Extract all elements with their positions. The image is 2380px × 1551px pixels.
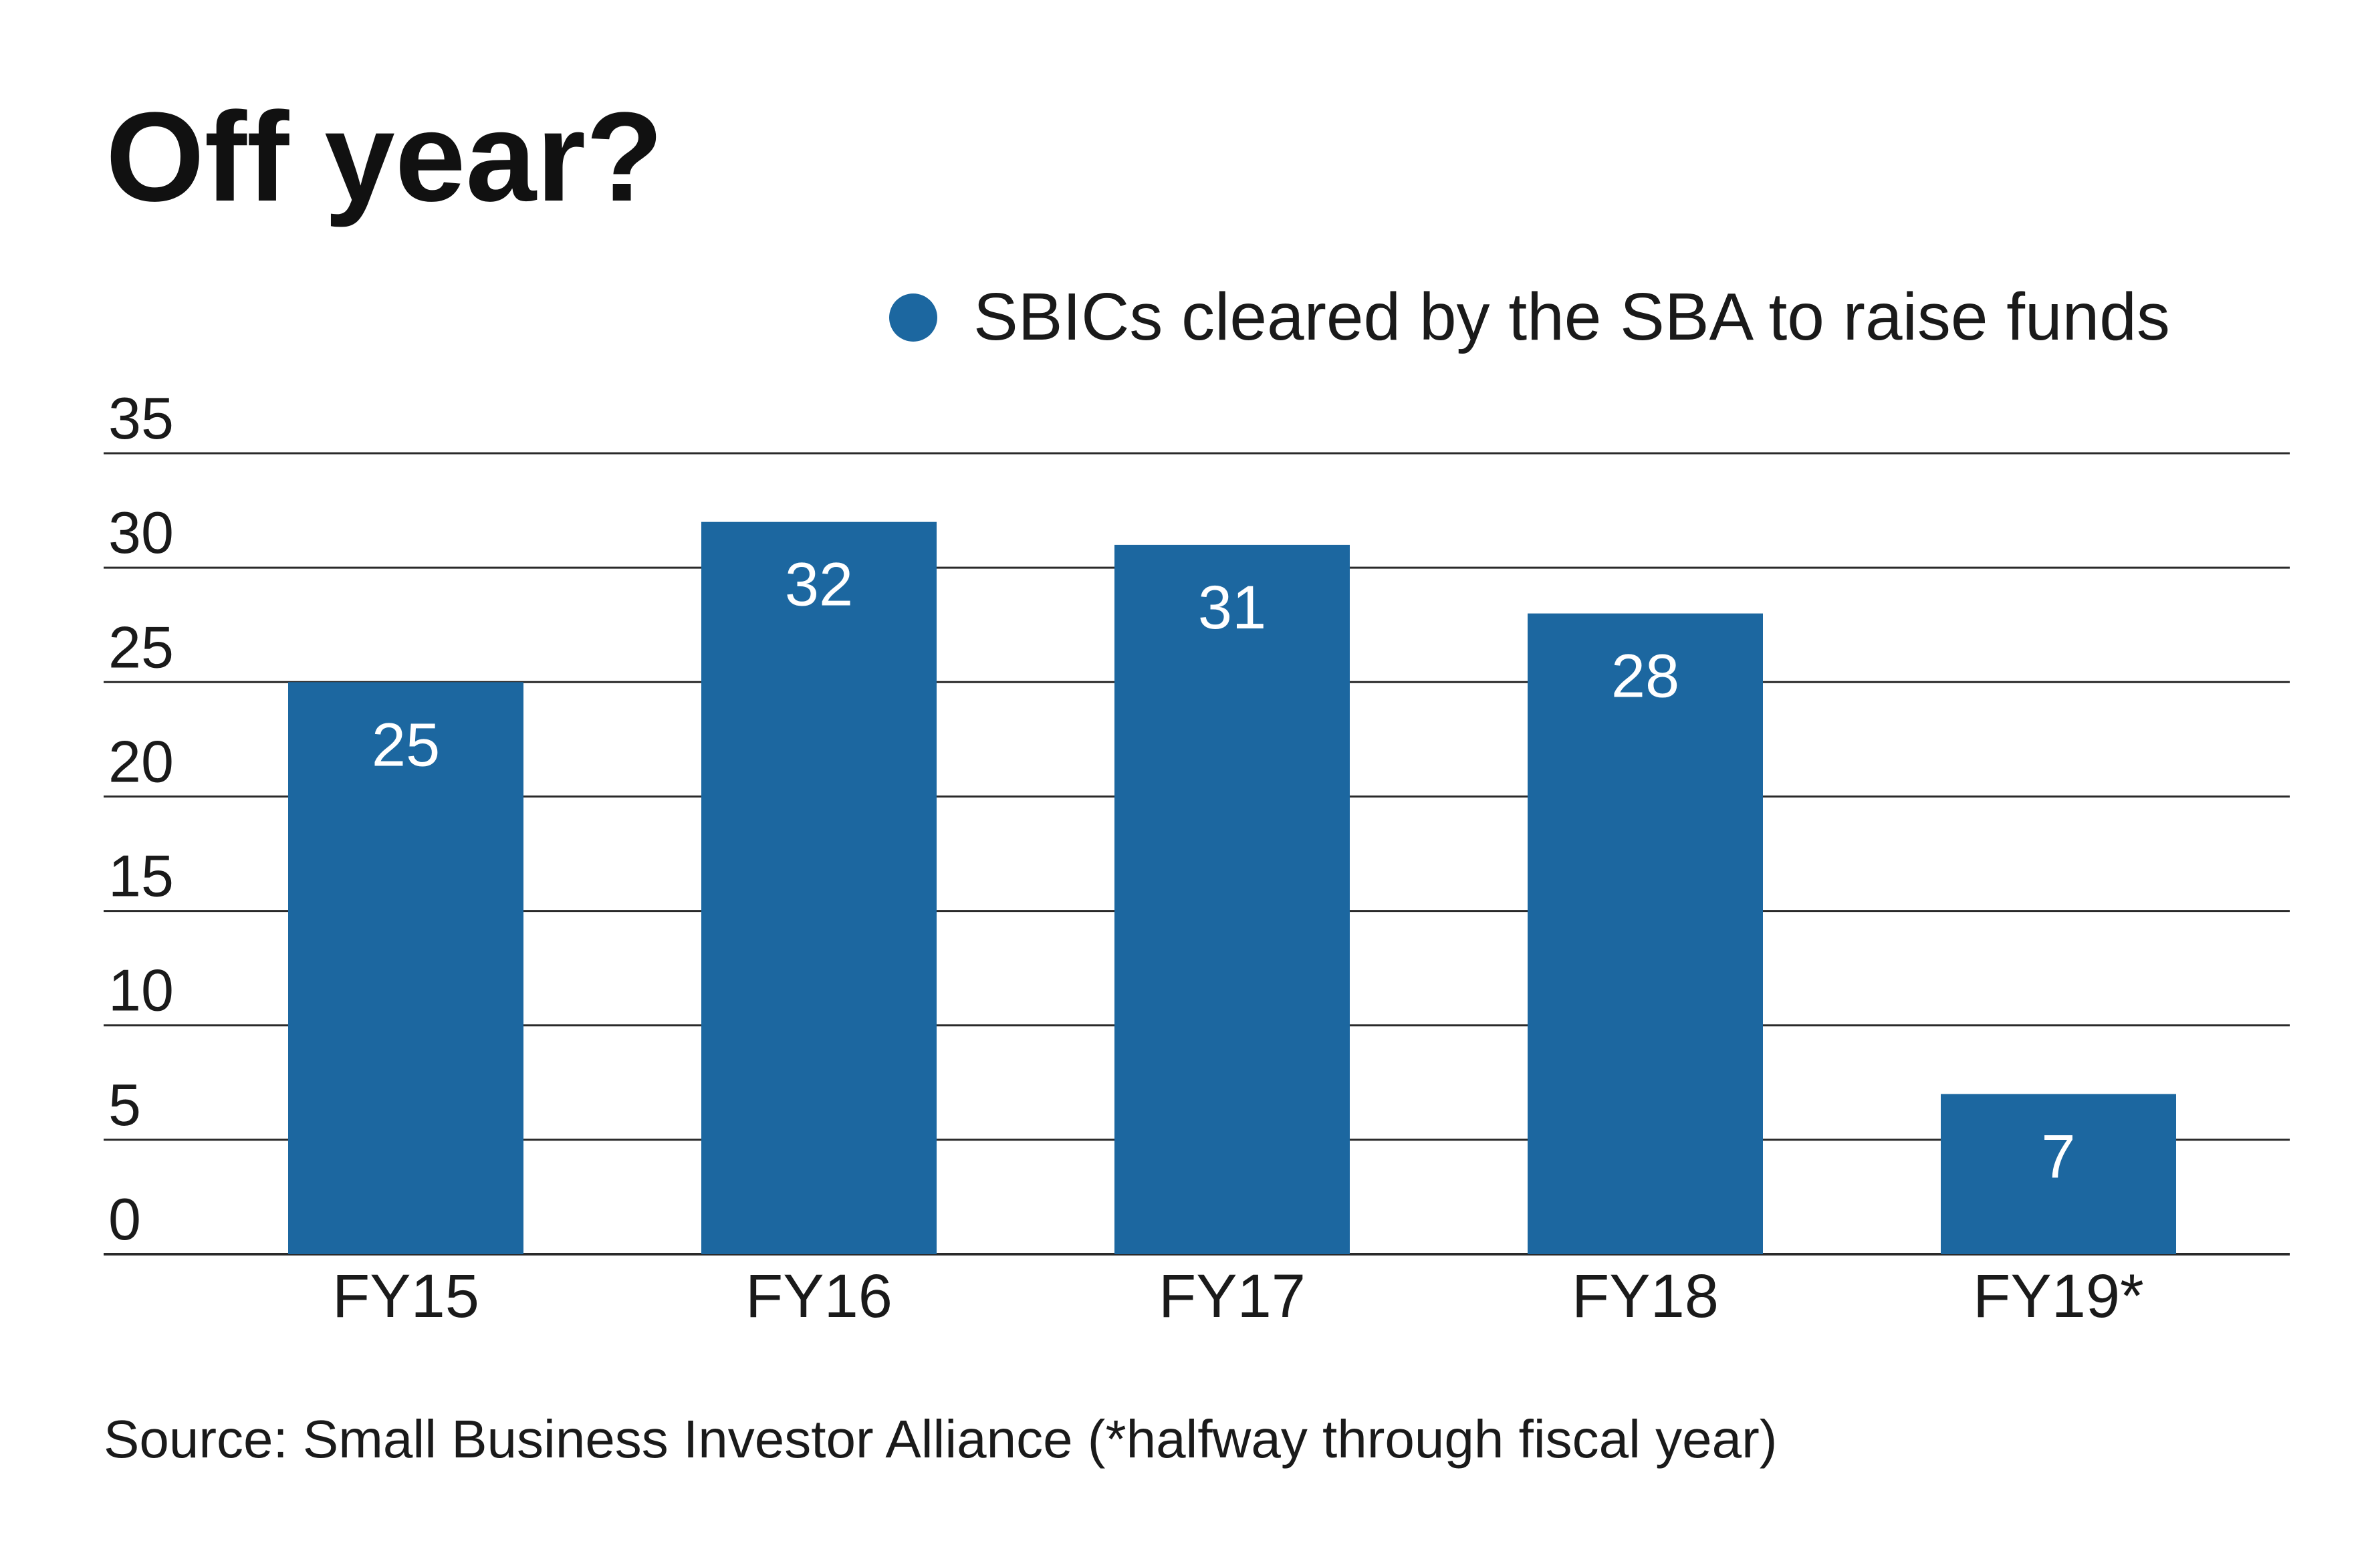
y-tick-label: 25 <box>108 614 174 680</box>
y-tick-label: 30 <box>108 499 174 566</box>
bar-value-label: 25 <box>372 711 440 779</box>
y-tick-label: 5 <box>108 1072 141 1138</box>
x-tick-label: FY18 <box>1572 1262 1719 1330</box>
bar-fy18 <box>1528 613 1763 1254</box>
chart-title: Off year? <box>106 86 663 228</box>
bar-value-label: 32 <box>785 551 853 619</box>
legend-label: SBICs cleared by the SBA to raise funds <box>973 279 2170 354</box>
bar-fy16 <box>701 521 937 1254</box>
bar-value-label: 31 <box>1198 574 1266 642</box>
bar-fy15 <box>288 682 523 1254</box>
y-tick-label: 35 <box>108 385 174 451</box>
y-tick-label: 10 <box>108 957 174 1024</box>
y-tick-label: 20 <box>108 728 174 794</box>
y-tick-label: 15 <box>108 843 174 909</box>
bars: 25 32 31 28 7 <box>288 521 2176 1254</box>
bar-fy19 <box>1941 1094 2176 1254</box>
x-tick-label: FY19* <box>1973 1262 2144 1330</box>
x-tick-label: FY16 <box>745 1262 892 1330</box>
legend-marker <box>889 293 937 342</box>
x-tick-label: FY15 <box>332 1262 479 1330</box>
bar-fy17 <box>1114 544 1350 1254</box>
y-tick-label: 0 <box>108 1186 141 1252</box>
bar-value-label: 28 <box>1611 642 1679 711</box>
x-axis-ticks: FY15 FY16 FY17 FY18 FY19* <box>332 1262 2144 1330</box>
bar-value-label: 7 <box>2041 1122 2075 1191</box>
x-tick-label: FY17 <box>1159 1262 1306 1330</box>
legend: SBICs cleared by the SBA to raise funds <box>889 279 2170 354</box>
source-note: Source: Small Business Investor Alliance… <box>104 1409 1777 1469</box>
y-axis-ticks: 0 5 10 15 20 25 30 35 <box>108 385 174 1252</box>
